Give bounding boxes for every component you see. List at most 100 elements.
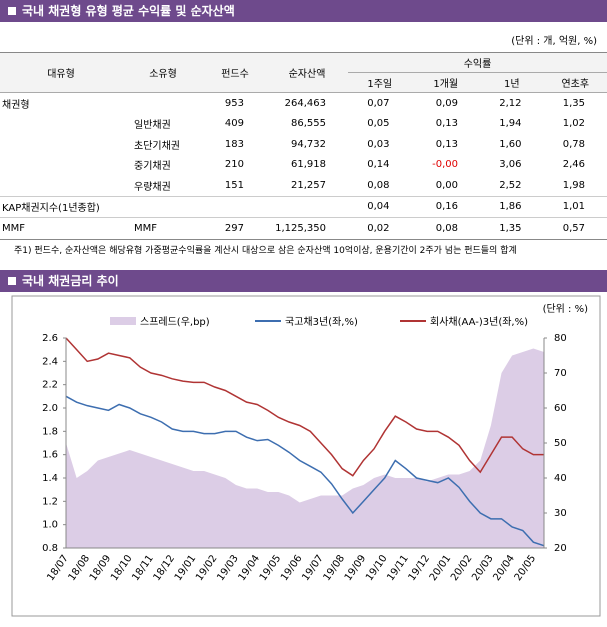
cell: 2,52 [499, 179, 522, 191]
x-tick-label: 20/04 [492, 553, 518, 583]
footnote: 주1) 펀드수, 순자산액은 해당유형 가중평균수익률을 계산시 대상으로 삼은… [14, 246, 517, 256]
y-tick-label: 2.2 [42, 380, 58, 391]
subheader: 연초후 [543, 72, 607, 93]
cell: 0,05 [367, 118, 390, 130]
x-tick-label: 19/10 [364, 553, 390, 583]
table-row: KAP채권지수(1년종합) 0,04 0,16 1,86 1,01 [0, 195, 607, 218]
cell [122, 195, 204, 218]
x-tick-label: 19/11 [385, 553, 411, 583]
y-tick-label: 1.4 [42, 473, 58, 484]
legend-label: 국고채3년(좌,%) [285, 316, 358, 328]
x-tick-label: 20/01 [428, 553, 454, 583]
cell: 0,78 [562, 138, 585, 150]
legend-swatch [110, 317, 136, 325]
table-row: 초단기채권 183 94,732 0,03 0,13 1,60 0,78 [0, 134, 607, 155]
chart-frame [11, 295, 601, 617]
x-tick-label: 19/07 [300, 553, 326, 583]
x-tick-label: 18/09 [88, 553, 114, 583]
x-tick-label: 19/06 [279, 553, 305, 583]
y2-tick-label: 50 [554, 438, 567, 449]
cell: 1,125,350 [266, 217, 348, 239]
x-tick-label: 19/12 [407, 553, 433, 583]
cell: 264,463 [284, 97, 326, 109]
cell: 0,04 [348, 195, 412, 218]
cell: 297 [204, 217, 266, 239]
cell: 1,98 [562, 179, 585, 191]
table-row: MMF MMF 297 1,125,350 0,02 0,08 1,35 0,57 [0, 217, 607, 239]
x-tick-label: 20/03 [470, 553, 496, 583]
y-tick-label: 1.0 [42, 520, 58, 531]
cell: 1,01 [543, 195, 607, 218]
cell: 0,02 [348, 217, 412, 239]
cell: KAP채권지수(1년종합) [0, 195, 122, 218]
y-tick-label: 1.2 [42, 496, 58, 507]
x-tick-label: 18/10 [109, 553, 135, 583]
section-title: 국내 채권금리 추이 [0, 270, 607, 292]
section-title: 국내 채권형 유형 평균 수익률 및 순자산액 [0, 0, 607, 22]
x-tick-label: 19/09 [343, 553, 369, 583]
x-tick-label: 20/05 [513, 553, 539, 583]
y2-tick-label: 40 [554, 473, 567, 484]
x-tick-label: 18/08 [67, 553, 93, 583]
cell [122, 93, 204, 114]
table-row: 일반채권 409 86,555 0,05 0,13 1,94 1,02 [0, 114, 607, 135]
y-tick-label: 2.4 [42, 356, 58, 367]
cell: 210 [224, 159, 244, 171]
header: 수익률 [348, 52, 607, 73]
cell: 2,46 [562, 159, 585, 171]
line [65, 337, 544, 477]
legend-label: 스프레드(우,bp) [140, 316, 210, 328]
cell: 0,03 [367, 138, 390, 150]
cell: 초단기채권 [134, 140, 180, 152]
x-tick-label: 18/07 [45, 553, 71, 583]
subheader: 1개월 [411, 72, 481, 93]
header: 펀드수 [204, 52, 266, 93]
cell: 0,08 [411, 217, 481, 239]
cell: MMF [0, 217, 122, 239]
x-tick-label: 19/02 [194, 553, 220, 583]
cell: 0,13 [435, 118, 459, 130]
y-tick-label: 1.8 [42, 426, 58, 437]
y-tick-label: 2.0 [42, 403, 58, 414]
cell: 일반채권 [134, 120, 171, 132]
cell: 61,918 [291, 159, 326, 171]
table-row: 채권형 953 264,463 0,07 0,09 2,12 1,35 [0, 93, 607, 114]
cell [266, 195, 348, 218]
y-tick-label: 1.6 [42, 450, 58, 461]
cell: 우량채권 [134, 181, 171, 193]
cell [0, 114, 122, 135]
cell: 2,12 [499, 97, 522, 109]
unit-note: (단위 : %) [543, 302, 589, 315]
y-tick-label: 2.6 [42, 333, 58, 344]
table: 대유형 소유형 펀드수 순자산액 수익률 1주일 1개월 1년 연초후 채권형 953 26… [0, 52, 607, 240]
cell: 0,09 [435, 97, 459, 109]
unit-note: (단위 : 개, 억원, %) [511, 36, 597, 47]
cell: 86,555 [291, 118, 326, 130]
cell: 0,13 [435, 138, 459, 150]
cell: 409 [224, 118, 244, 130]
cell [0, 155, 122, 176]
header: 대유형 [0, 52, 122, 93]
x-tick-label: 19/05 [258, 553, 284, 583]
x-tick-label: 19/08 [322, 553, 348, 583]
x-tick-label: 19/01 [173, 553, 199, 583]
y-tick-label: 0.8 [42, 543, 58, 554]
cell: 0,16 [411, 195, 481, 218]
subheader: 1주일 [348, 72, 412, 93]
cell: 0,00 [435, 179, 459, 191]
cell: 중기채권 [134, 161, 171, 173]
cell: 94,732 [291, 138, 326, 150]
y2-tick-label: 60 [554, 403, 567, 414]
cell: 953 [224, 97, 244, 109]
line [65, 395, 545, 547]
cell: 1,60 [499, 138, 522, 150]
y2-tick-label: 70 [554, 368, 567, 379]
header: 순자산액 [266, 52, 348, 93]
y2-tick-label: 30 [554, 508, 567, 519]
x-tick-label: 18/12 [152, 553, 178, 583]
cell [204, 195, 266, 218]
cell: -0,00 [432, 159, 459, 171]
cell: 1,02 [562, 118, 585, 130]
cell: 1,94 [499, 118, 522, 130]
